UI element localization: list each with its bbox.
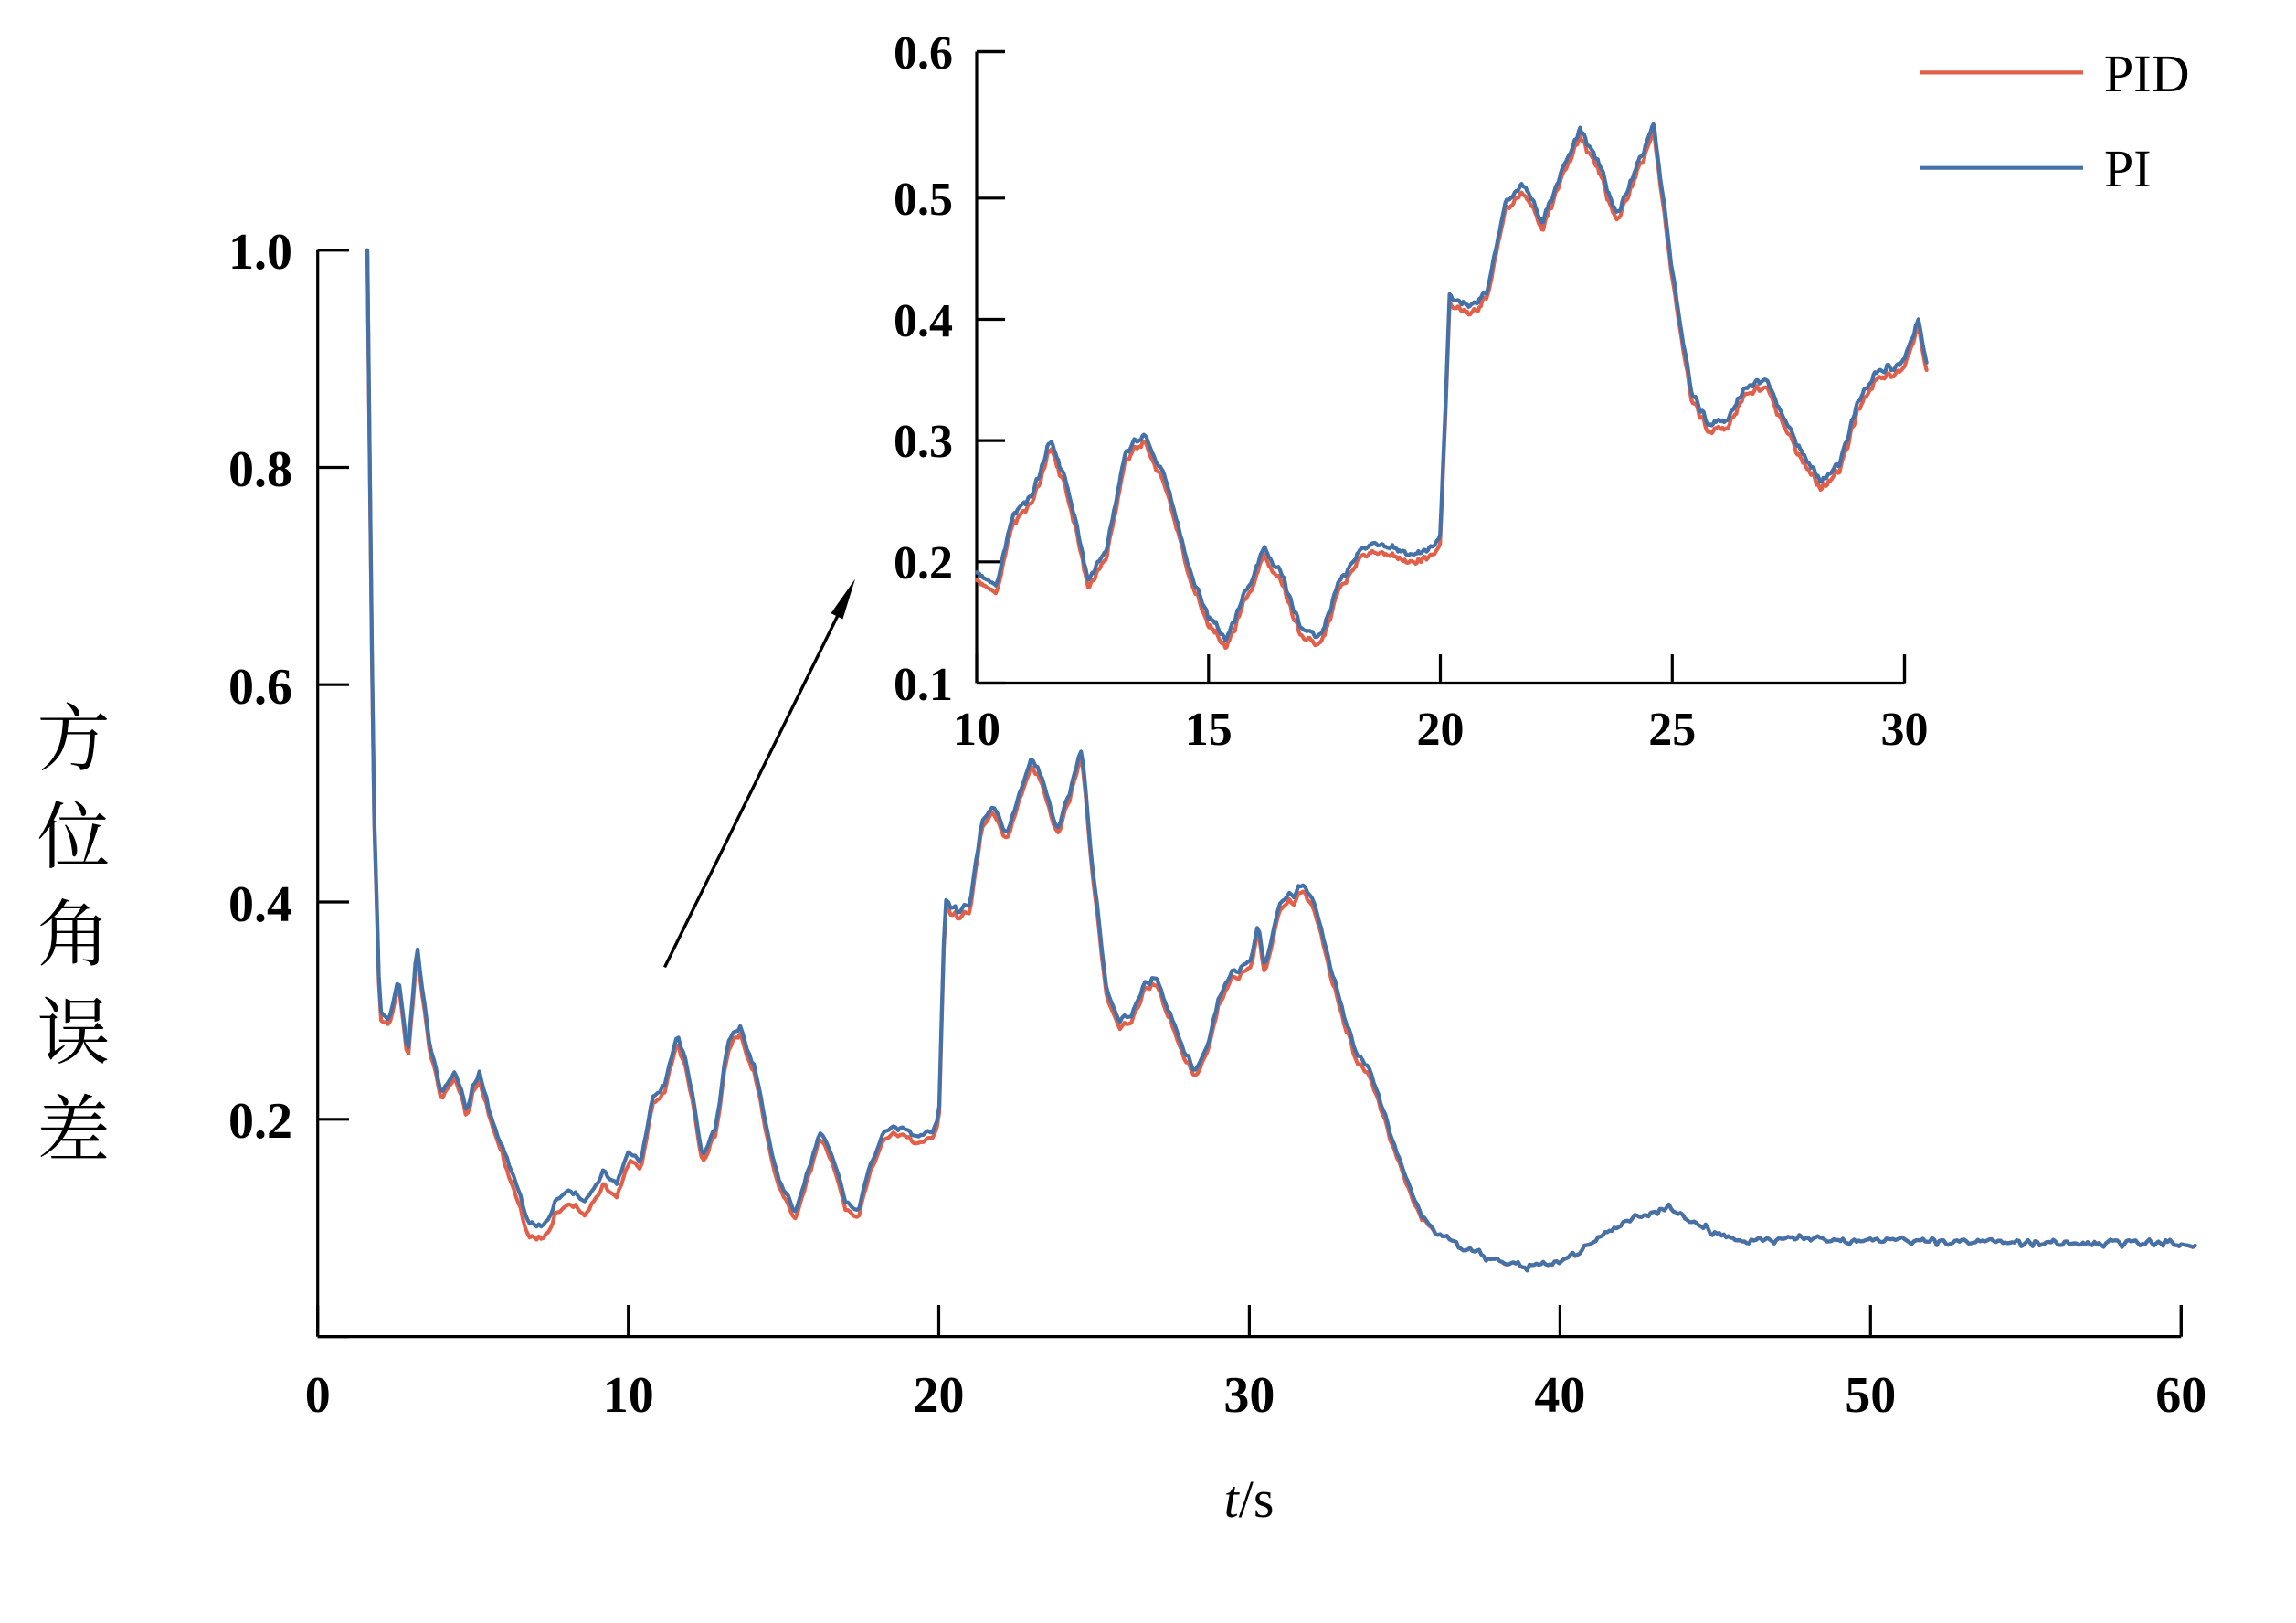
svg-text:1.0: 1.0: [228, 224, 292, 281]
svg-text:0.1: 0.1: [894, 659, 953, 711]
svg-text:0.4: 0.4: [228, 876, 292, 933]
svg-text:0.2: 0.2: [894, 537, 953, 589]
svg-text:15: 15: [1185, 704, 1233, 756]
svg-text:0.3: 0.3: [894, 416, 953, 468]
svg-text:10: 10: [603, 1367, 654, 1424]
svg-text:PID: PID: [2104, 44, 2189, 103]
svg-text:0.8: 0.8: [228, 441, 292, 498]
svg-text:10: 10: [953, 704, 1000, 756]
svg-text:0.6: 0.6: [228, 659, 292, 716]
svg-text:30: 30: [1223, 1367, 1275, 1424]
svg-text:60: 60: [2155, 1367, 2206, 1424]
svg-text:0.6: 0.6: [894, 27, 953, 80]
svg-text:25: 25: [1648, 704, 1696, 756]
svg-text:20: 20: [1417, 704, 1465, 756]
svg-text:20: 20: [914, 1367, 965, 1424]
svg-text:50: 50: [1845, 1367, 1896, 1424]
svg-text:0.5: 0.5: [894, 174, 953, 226]
svg-text:t/s: t/s: [1224, 1469, 1275, 1529]
svg-text:0: 0: [305, 1367, 331, 1424]
svg-text:40: 40: [1534, 1367, 1585, 1424]
svg-text:0.4: 0.4: [894, 295, 953, 347]
svg-text:PI: PI: [2104, 139, 2152, 198]
svg-text:30: 30: [1881, 704, 1929, 756]
svg-text:0.2: 0.2: [228, 1093, 292, 1150]
